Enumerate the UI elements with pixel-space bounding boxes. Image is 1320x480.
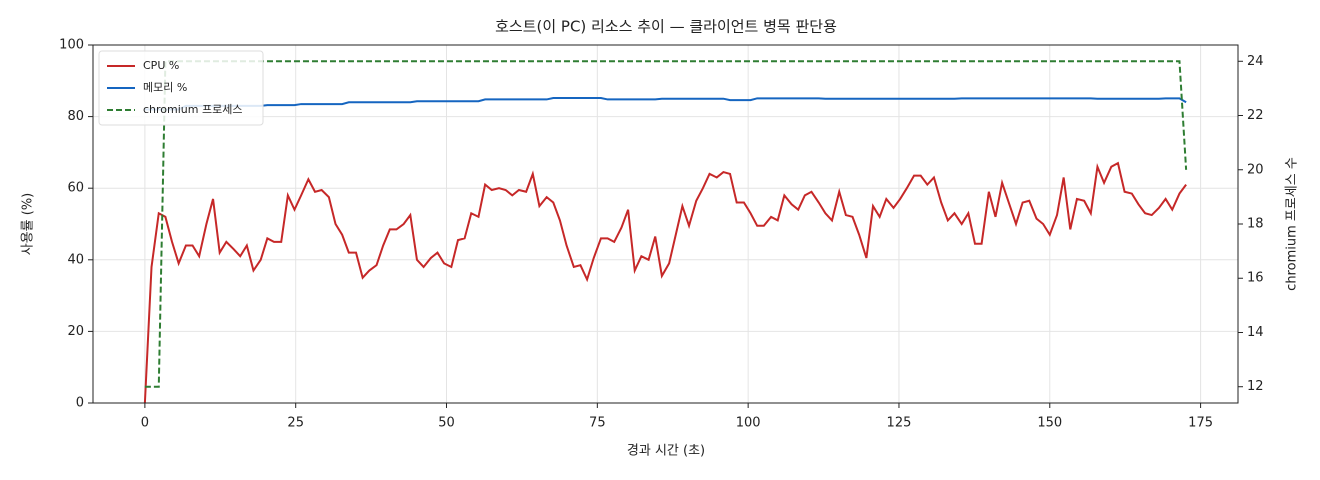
x-tick-label: 100 [736, 416, 761, 431]
y-axis-label: 사용률 (%) [21, 193, 36, 256]
legend: CPU % 메모리 % chromium 프로세스 [98, 50, 264, 126]
series-line [144, 96, 1187, 111]
y-tick-label: 80 [67, 109, 84, 124]
y-tick-label: 20 [67, 324, 84, 339]
y-tick-label: 0 [76, 396, 84, 411]
x-tick-label: 150 [1037, 416, 1062, 431]
x-tick-label: 75 [589, 416, 606, 431]
y2-tick-label: 24 [1247, 54, 1264, 69]
legend-label: 메모리 % [143, 81, 187, 94]
x-tick-label: 125 [887, 416, 912, 431]
y2-tick-label: 18 [1247, 217, 1264, 232]
plot-frame [92, 44, 1239, 404]
y2-axis-label: chromium 프로세스 수 [1285, 157, 1300, 291]
x-tick-label: 50 [438, 416, 455, 431]
x-axis-label: 경과 시간 (초) [627, 444, 705, 459]
y-tick-label: 40 [67, 252, 84, 267]
x-tick-label: 0 [141, 416, 149, 431]
y2-tick-label: 12 [1247, 379, 1264, 394]
legend-label: CPU % [143, 59, 179, 72]
series-line [143, 161, 1187, 404]
chart-title: 호스트(이 PC) 리소스 추이 — 클라이언트 병목 판단용 [495, 18, 837, 36]
x-tick-label: 175 [1188, 416, 1213, 431]
legend-box [98, 50, 264, 126]
y-tick-label: 100 [59, 38, 84, 53]
y2-tick-label: 20 [1247, 162, 1264, 177]
series-line [144, 60, 1188, 388]
y2-tick-label: 16 [1247, 271, 1264, 286]
y2-tick-label: 22 [1247, 108, 1264, 123]
legend-label: chromium 프로세스 [143, 103, 242, 116]
y2-tick-label: 14 [1247, 325, 1264, 340]
x-tick-label: 25 [287, 416, 304, 431]
y-tick-label: 60 [67, 181, 84, 196]
